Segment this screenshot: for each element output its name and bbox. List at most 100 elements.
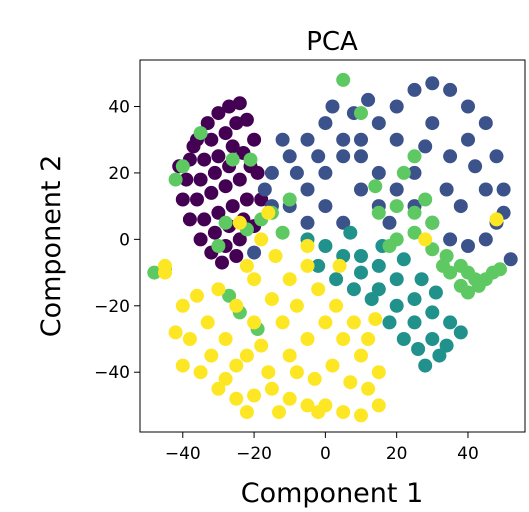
- scatter-point: [332, 258, 347, 273]
- scatter-point: [432, 348, 447, 363]
- scatter-point: [247, 245, 262, 260]
- scatter-point: [371, 282, 386, 297]
- scatter-point: [264, 292, 279, 307]
- scatter-point: [418, 139, 433, 154]
- scatter-point: [461, 99, 475, 114]
- scatter-point: [200, 116, 215, 131]
- scatter-point: [354, 106, 368, 121]
- scatter-point: [222, 99, 237, 114]
- scatter-point: [300, 132, 315, 147]
- scatter-point: [247, 132, 262, 147]
- scatter-point: [247, 388, 262, 403]
- scatter-point: [229, 249, 244, 263]
- scatter-point: [211, 282, 226, 297]
- x-tick-label: −40: [165, 444, 201, 464]
- scatter-point: [229, 391, 244, 406]
- scatter-point: [204, 132, 219, 147]
- scatter-point: [289, 298, 304, 313]
- scatter-point: [489, 149, 504, 164]
- scatter-point: [407, 315, 422, 330]
- scatter-point: [282, 348, 297, 363]
- scatter-point: [247, 272, 262, 287]
- scatter-point: [503, 252, 518, 267]
- scatter-point: [207, 225, 222, 240]
- scatter-point: [193, 365, 208, 380]
- scatter-point: [418, 358, 433, 373]
- scatter-point: [225, 139, 240, 154]
- scatter-point: [158, 258, 172, 273]
- scatter-point: [218, 179, 233, 194]
- scatter-point: [211, 205, 226, 220]
- scatter-point: [461, 132, 475, 147]
- scatter-point: [272, 405, 286, 420]
- scatter-point: [282, 391, 297, 406]
- scatter-point: [478, 116, 493, 131]
- y-axis: 40 20 0 −20 −40: [94, 98, 140, 383]
- scatter-point: [175, 159, 190, 174]
- scatter-point: [336, 132, 351, 147]
- scatter-point: [439, 182, 454, 197]
- scatter-point: [300, 258, 315, 273]
- scatter-point: [275, 315, 290, 330]
- scatter-point: [182, 332, 197, 346]
- scatter-point: [257, 182, 272, 197]
- scatter-point: [182, 212, 197, 227]
- scatter-point: [425, 76, 440, 91]
- x-tick-label: 0: [320, 444, 331, 464]
- scatter-point: [493, 262, 507, 277]
- scatter-point: [261, 365, 276, 380]
- scatter-point: [389, 132, 404, 147]
- scatter-point: [222, 288, 237, 303]
- scatter-point: [243, 152, 258, 167]
- scatter-point: [215, 255, 229, 270]
- scatter-point: [282, 149, 297, 164]
- scatter-point: [211, 381, 226, 396]
- scatter-point: [218, 126, 233, 141]
- scatter-point: [289, 165, 304, 180]
- scatter-point: [318, 239, 333, 253]
- scatter-point: [229, 358, 244, 373]
- scatter-point: [407, 225, 422, 240]
- scatter-point: [371, 258, 386, 273]
- scatter-point: [425, 116, 440, 131]
- scatter-point: [443, 232, 458, 247]
- scatter-point: [193, 232, 208, 247]
- scatter-point: [239, 258, 254, 273]
- scatter-point: [382, 315, 397, 330]
- scatter-point: [389, 272, 404, 287]
- scatter-point: [211, 149, 226, 164]
- scatter-point: [311, 149, 326, 164]
- scatter-point: [346, 315, 361, 330]
- scatter-point: [354, 182, 368, 197]
- scatter-point: [489, 212, 504, 227]
- scatter-point: [254, 232, 269, 247]
- scatter-point: [307, 371, 322, 386]
- scatter-point: [364, 292, 379, 307]
- y-tick-label: 20: [108, 164, 130, 184]
- scatter-point: [443, 265, 458, 280]
- scatter-point: [318, 116, 333, 131]
- scatter-point: [382, 239, 397, 253]
- scatter-point: [218, 371, 233, 386]
- scatter-point: [300, 332, 315, 346]
- scatter-point: [264, 381, 279, 396]
- scatter-point: [329, 298, 344, 313]
- scatter-point: [389, 99, 404, 114]
- scatter-point: [439, 249, 454, 263]
- scatter-point: [368, 312, 383, 327]
- scatter-point: [443, 315, 458, 330]
- scatter-point: [396, 252, 411, 267]
- scatter-point: [254, 338, 269, 353]
- y-tick-label: 40: [108, 98, 130, 118]
- scatter-point: [232, 96, 247, 111]
- scatter-point: [453, 325, 468, 340]
- scatter-point: [407, 205, 422, 220]
- scatter-point: [468, 159, 483, 174]
- scatter-point: [414, 272, 429, 287]
- scatter-point: [232, 215, 247, 230]
- scatter-point: [225, 152, 240, 167]
- scatter-point: [407, 292, 422, 307]
- chart-title: PCA: [306, 27, 358, 57]
- scatter-point: [368, 179, 383, 194]
- scatter-point: [232, 232, 247, 247]
